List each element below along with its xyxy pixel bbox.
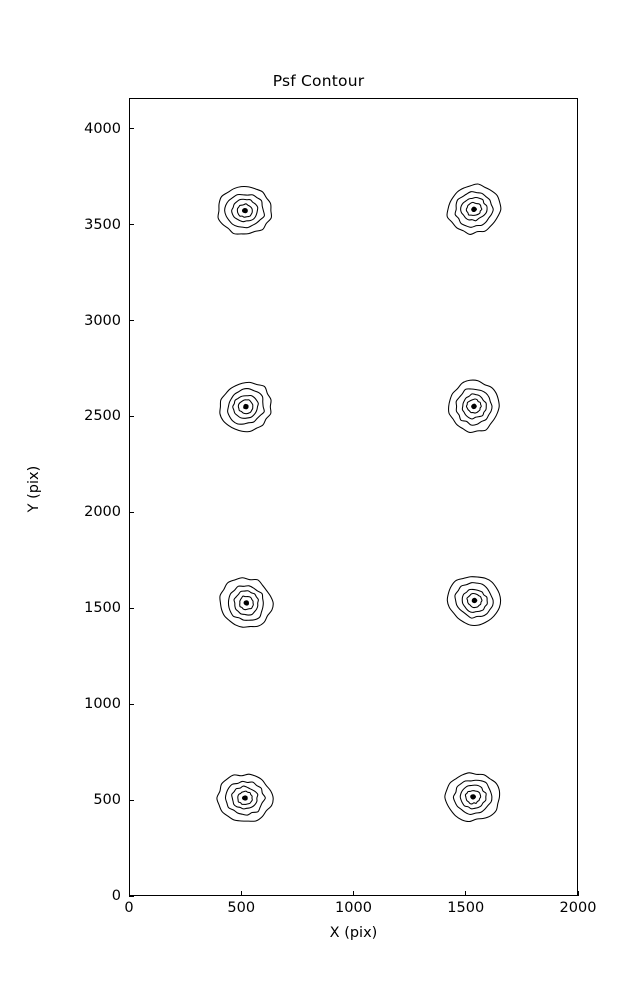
y-axis-label: Y (pix) [26,465,42,513]
y-tick-mark [129,320,134,322]
y-tick-label: 3500 [84,216,121,233]
y-tick-mark [129,511,134,513]
contour-ring [219,381,272,433]
contour-ring [471,597,478,604]
contour-ring [236,203,253,218]
contour-ring [216,773,274,822]
contour-ring [224,193,265,229]
contour-ring [465,201,483,216]
contour-ring [237,399,254,415]
contour-ring [219,577,274,628]
contour-ring [231,785,259,810]
contour-ring [231,198,259,223]
psf-contour-blob [446,183,502,235]
contour-ring [452,779,493,815]
contour-ring [454,191,494,228]
psf-contour-blob [219,381,272,433]
psf-contour-blob [217,185,273,235]
x-tick-label: 0 [124,900,134,916]
y-tick-label: 2000 [84,504,121,521]
contour-ring [232,394,259,419]
contour-ring [464,790,482,805]
contour-ring [455,388,493,426]
contour-ring [444,772,501,823]
x-tick-label: 1000 [335,900,372,916]
contour-ring [460,196,488,222]
contour-ring [446,576,502,627]
contour-ring [243,600,250,606]
contour-ring [241,795,248,801]
x-axis-label: X (pix) [329,925,378,941]
contour-plot-canvas [216,183,502,823]
contour-ring [227,388,265,425]
y-tick-mark [129,799,134,801]
y-tick-label: 2500 [84,408,121,425]
y-tick-label: 1500 [84,600,121,617]
y-tick-mark [129,224,134,226]
contour-group [216,183,502,823]
y-tick-mark [129,607,134,609]
x-tick-label: 1500 [447,900,485,916]
x-tick-label: 2000 [559,900,597,916]
contour-ring [461,588,488,613]
page-title: Psf Contour [272,72,365,90]
contour-ring [243,403,249,410]
contour-ring [224,780,266,816]
psf-contour-blob [446,576,502,627]
contour-ring [471,206,477,213]
contour-ring [227,585,264,621]
contour-ring [446,183,502,235]
contour-ring [217,185,273,235]
x-tick-mark [353,891,355,896]
x-tick-mark [128,891,130,896]
x-tick-mark [577,891,579,896]
contour-ring [237,790,253,805]
contour-ring [233,590,259,616]
contour-ring [459,784,487,810]
y-tick-label: 1000 [84,696,121,713]
contour-ring [239,595,254,611]
contour-ring [470,794,477,800]
psf-contour-blob [444,772,501,823]
x-tick-label: 500 [227,900,256,916]
contour-ring [454,582,494,619]
y-tick-mark [129,128,134,130]
y-tick-label: 0 [111,888,121,904]
y-tick-label: 500 [93,792,121,809]
psf-contour-blob [216,773,274,822]
psf-contour-blob [219,577,274,628]
contour-ring [447,379,500,434]
x-tick-mark [465,891,467,896]
contour-ring [461,393,487,420]
y-tick-mark [129,415,134,418]
plot-axes-area [129,98,578,896]
contour-ring [471,403,477,410]
psf-contour-blob [447,379,500,434]
y-tick-mark [129,895,134,897]
y-tick-label: 3000 [84,312,121,329]
contour-ring [241,208,248,214]
y-tick-label: 4000 [84,120,121,137]
y-tick-mark [129,703,134,705]
contour-ring [465,398,482,414]
contour-ring [466,592,483,609]
x-tick-mark [240,891,242,896]
